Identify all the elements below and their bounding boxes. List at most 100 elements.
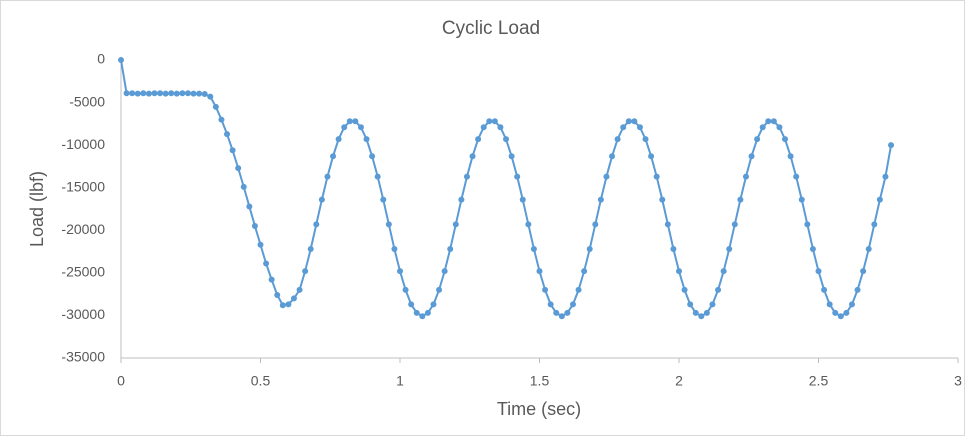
data-point — [625, 118, 632, 125]
data-point — [765, 118, 772, 125]
data-point — [542, 286, 549, 293]
data-point — [854, 286, 861, 293]
data-point — [575, 286, 582, 293]
data-point — [731, 221, 738, 228]
data-point — [581, 268, 588, 275]
data-point — [882, 173, 889, 180]
data-point — [201, 91, 208, 98]
data-point — [413, 309, 420, 316]
data-point — [737, 196, 744, 203]
data-point — [848, 301, 855, 308]
data-point — [374, 173, 381, 180]
data-point — [419, 313, 426, 320]
x-tick-label: 0 — [117, 373, 125, 389]
data-point — [821, 286, 828, 293]
data-point — [324, 173, 331, 180]
data-point — [352, 118, 359, 125]
data-point — [190, 90, 197, 97]
data-point — [614, 136, 621, 143]
y-tick-label: -25000 — [61, 264, 105, 280]
data-point — [302, 268, 309, 275]
data-point — [609, 153, 616, 160]
data-point — [642, 136, 649, 143]
data-point — [369, 153, 376, 160]
data-point — [726, 246, 733, 253]
data-point — [860, 268, 867, 275]
data-point — [569, 301, 576, 308]
data-point — [804, 221, 811, 228]
data-point — [536, 268, 543, 275]
x-tick-label: 3 — [954, 373, 962, 389]
y-tick-label: -35000 — [61, 349, 105, 365]
data-point — [129, 90, 136, 97]
data-point — [168, 90, 175, 97]
data-point — [653, 173, 660, 180]
y-tick-label: -10000 — [61, 136, 105, 152]
data-point — [709, 301, 716, 308]
data-point — [776, 124, 783, 131]
data-point — [475, 136, 482, 143]
data-point — [246, 203, 253, 210]
data-point — [676, 268, 682, 275]
data-point — [809, 246, 816, 253]
data-point — [218, 116, 225, 123]
data-point — [196, 90, 203, 97]
data-point — [720, 268, 727, 275]
data-point — [770, 118, 777, 125]
data-point — [296, 286, 303, 293]
x-tick-label: 2.5 — [809, 373, 829, 389]
data-point — [503, 136, 510, 143]
data-point — [843, 309, 850, 316]
data-point — [491, 118, 498, 125]
data-point — [290, 295, 297, 302]
data-point — [888, 142, 895, 149]
data-point — [123, 90, 130, 97]
data-point — [134, 90, 141, 97]
data-point — [670, 246, 677, 253]
data-point — [748, 153, 755, 160]
data-point — [268, 276, 275, 283]
data-point — [497, 124, 504, 131]
data-point — [341, 124, 348, 131]
data-point — [441, 268, 448, 275]
data-point — [603, 173, 610, 180]
data-point — [118, 57, 124, 63]
data-point — [798, 196, 805, 203]
data-point — [463, 173, 470, 180]
data-point — [430, 301, 437, 308]
data-point — [469, 153, 476, 160]
data-point — [184, 90, 191, 97]
data-point — [385, 221, 392, 228]
data-point — [681, 286, 688, 293]
chart-title: Cyclic Load — [442, 18, 540, 39]
data-point — [759, 124, 766, 131]
data-point — [715, 286, 722, 293]
data-point — [402, 286, 409, 293]
data-point — [876, 196, 883, 203]
data-point — [586, 246, 593, 253]
data-point — [157, 90, 164, 97]
data-point — [458, 196, 465, 203]
data-point — [648, 153, 655, 160]
data-point — [631, 118, 638, 125]
data-point — [436, 286, 443, 293]
data-point — [514, 173, 521, 180]
data-point — [480, 124, 487, 131]
y-axis-title: Load (lbf) — [27, 171, 47, 247]
data-point — [313, 221, 320, 228]
data-point — [636, 124, 643, 131]
data-point — [263, 260, 270, 267]
data-point — [397, 268, 403, 275]
data-point — [698, 313, 705, 320]
data-point — [173, 90, 180, 97]
x-tick-label: 1.5 — [530, 373, 550, 389]
data-point — [754, 136, 761, 143]
data-point — [832, 309, 839, 316]
data-point — [486, 118, 493, 125]
data-point — [620, 124, 627, 131]
data-point — [357, 124, 364, 131]
data-point — [363, 136, 370, 143]
data-point — [229, 147, 236, 154]
